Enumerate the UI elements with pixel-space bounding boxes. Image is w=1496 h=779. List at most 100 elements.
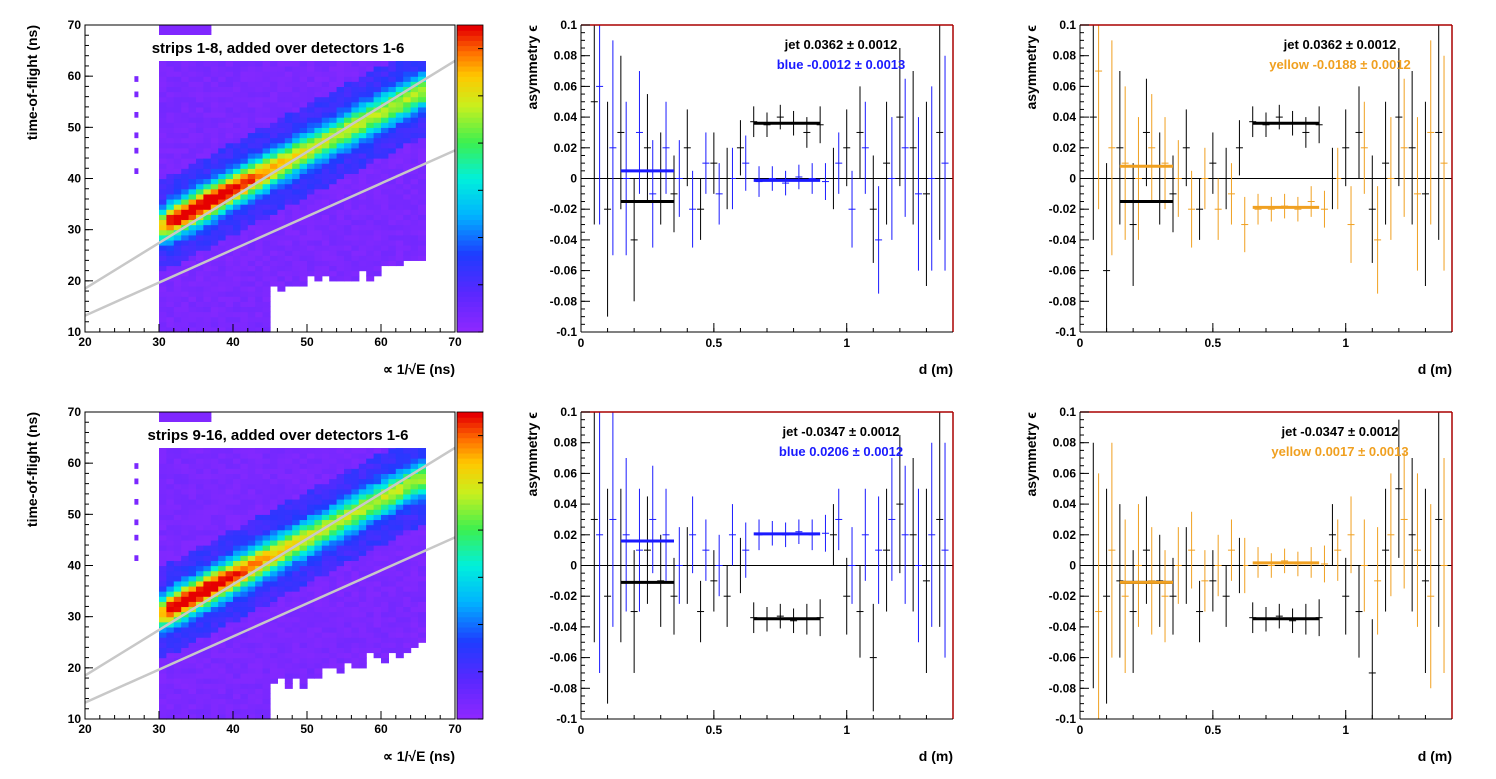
heatmap-cell <box>277 132 286 139</box>
heatmap-cell <box>344 565 352 572</box>
heatmap-cell <box>159 417 167 423</box>
heatmap-cell <box>307 468 315 474</box>
heatmap-cell <box>240 493 249 500</box>
heatmap-cell <box>218 529 227 536</box>
heatmap-cell <box>307 178 315 185</box>
y-tick-label: 20 <box>68 661 82 675</box>
heatmap-cell <box>284 591 293 597</box>
heatmap-cell <box>395 555 404 561</box>
heatmap-cell <box>173 30 182 36</box>
heatmap-cell <box>210 111 219 118</box>
heatmap-cell <box>181 412 190 418</box>
heatmap-cell <box>418 458 426 464</box>
heatmap-cell <box>292 642 301 648</box>
heatmap-cell <box>210 498 219 505</box>
y-tick-label: 0.04 <box>1053 497 1077 511</box>
heatmap-cell <box>240 693 249 700</box>
heatmap-cell <box>240 168 249 174</box>
heatmap-cell <box>366 214 375 221</box>
heatmap-cell <box>210 76 219 82</box>
heatmap-cell <box>344 560 352 567</box>
heatmap-cell <box>225 173 234 180</box>
heatmap-cell <box>255 152 264 159</box>
heatmap-cell <box>210 122 219 128</box>
heatmap-cell <box>344 163 352 169</box>
heatmap-cell <box>233 234 241 241</box>
heatmap-cell <box>218 560 227 567</box>
heatmap-cell <box>292 193 301 200</box>
heatmap-cell <box>358 652 367 659</box>
heatmap-cell <box>173 106 182 113</box>
heatmap-cell <box>218 188 227 195</box>
heatmap-cell <box>395 447 404 454</box>
heatmap-cell <box>240 311 249 318</box>
color-scale-segment <box>457 188 483 195</box>
heatmap-cell <box>218 596 227 602</box>
heatmap-cell <box>233 214 241 221</box>
heatmap-cell <box>270 606 278 613</box>
y-tick-label: -0.06 <box>550 264 578 278</box>
heatmap-cell <box>225 688 234 695</box>
heatmap-cell <box>159 86 167 93</box>
heatmap-cell <box>344 91 352 98</box>
heatmap-cell <box>321 596 330 602</box>
heatmap-cell <box>218 270 227 277</box>
heatmap-cell <box>270 452 278 459</box>
heatmap-cell <box>299 591 308 597</box>
heatmap-cell <box>262 478 271 485</box>
heatmap-cell <box>321 570 330 577</box>
heatmap-cell <box>196 703 204 710</box>
heatmap-cell <box>351 234 360 241</box>
heatmap-cell <box>188 193 197 200</box>
heatmap-cell <box>210 183 219 190</box>
heatmap-cell <box>410 239 419 246</box>
heatmap-cell <box>233 255 241 261</box>
heatmap-cell <box>262 498 271 505</box>
heatmap-cell <box>173 488 182 495</box>
heatmap-cell <box>166 580 175 587</box>
heatmap-cell <box>321 550 330 556</box>
heatmap-cell <box>262 647 271 654</box>
heatmap-cell <box>418 173 426 180</box>
heatmap-cell <box>196 621 204 628</box>
heatmap-cell <box>173 291 182 297</box>
heatmap-cell <box>255 652 264 659</box>
heatmap-cell <box>418 204 426 210</box>
heatmap-cell <box>410 514 419 521</box>
heatmap-cell <box>218 219 227 226</box>
heatmap-cell <box>225 81 234 87</box>
heatmap-cell <box>203 606 212 613</box>
heatmap-cell <box>314 657 323 664</box>
heatmap-cell <box>336 642 345 648</box>
y-tick-label: 70 <box>68 405 82 419</box>
heatmap-cell <box>240 514 249 521</box>
heatmap-cell <box>181 152 190 159</box>
heatmap-cell <box>233 672 241 679</box>
heatmap-cell <box>307 642 315 648</box>
heatmap-cell <box>277 193 286 200</box>
heatmap-cell <box>314 534 323 541</box>
asymmetry-panel-top-middle: 0 0.5 1-0.1-0.08-0.06-0.04-0.0200.020.040.… <box>524 18 954 377</box>
color-scale-segment <box>457 96 483 103</box>
heatmap-cell <box>218 311 227 318</box>
heatmap-cell <box>403 173 412 180</box>
heatmap-cell <box>173 245 182 251</box>
heatmap-cell <box>277 147 286 154</box>
heatmap-cell <box>166 152 175 159</box>
heatmap-cell <box>225 657 234 664</box>
heatmap-cell <box>159 678 167 684</box>
heatmap-cell <box>270 60 278 67</box>
color-scale-segment <box>457 688 483 695</box>
heatmap-cell <box>418 616 426 623</box>
heatmap-cell <box>358 662 367 669</box>
heatmap-cell <box>358 596 367 602</box>
heatmap-cell <box>314 580 323 587</box>
color-scale-segment <box>457 427 483 434</box>
heatmap-cell <box>336 65 345 72</box>
heatmap-cell <box>307 183 315 190</box>
heatmap-cell <box>403 255 412 261</box>
heatmap-cell <box>233 514 241 521</box>
heatmap-cell <box>344 632 352 638</box>
heatmap-cell <box>247 219 256 226</box>
heatmap-cell <box>292 585 301 592</box>
